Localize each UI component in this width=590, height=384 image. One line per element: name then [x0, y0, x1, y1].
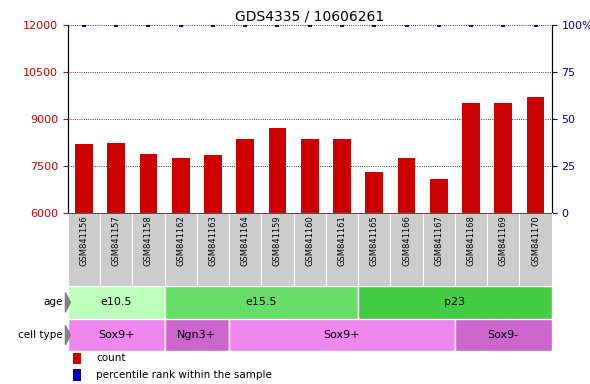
- Bar: [68, 319, 165, 351]
- Bar: [455, 319, 552, 351]
- Bar: [422, 213, 455, 286]
- Point: [79, 22, 88, 28]
- Text: GSM841167: GSM841167: [434, 215, 443, 266]
- Text: percentile rank within the sample: percentile rank within the sample: [96, 370, 272, 380]
- Bar: [294, 213, 326, 286]
- Text: cell type: cell type: [18, 330, 63, 340]
- Text: e15.5: e15.5: [245, 297, 277, 308]
- Bar: [132, 213, 165, 286]
- Bar: [301, 139, 319, 213]
- Point: [176, 22, 185, 28]
- Bar: [237, 139, 254, 213]
- Text: p23: p23: [444, 297, 466, 308]
- Point: [112, 22, 121, 28]
- Bar: [75, 144, 93, 213]
- Bar: [519, 213, 552, 286]
- Bar: [197, 213, 229, 286]
- Point: [402, 22, 411, 28]
- Bar: [229, 213, 261, 286]
- Text: GSM841169: GSM841169: [499, 215, 508, 266]
- Text: Sox9+: Sox9+: [98, 330, 135, 340]
- Bar: [172, 158, 189, 213]
- Bar: [333, 139, 351, 213]
- Bar: [165, 286, 358, 319]
- Bar: [268, 128, 286, 213]
- Bar: [358, 213, 391, 286]
- Text: GSM841163: GSM841163: [208, 215, 218, 266]
- Bar: [430, 179, 448, 213]
- Point: [144, 22, 153, 28]
- Bar: [68, 286, 165, 319]
- Bar: [73, 353, 81, 364]
- Point: [369, 22, 379, 28]
- Point: [531, 22, 540, 28]
- Bar: [455, 213, 487, 286]
- Text: GSM841170: GSM841170: [531, 215, 540, 266]
- Point: [337, 22, 347, 28]
- Bar: [462, 103, 480, 213]
- Text: GSM841158: GSM841158: [144, 215, 153, 266]
- Title: GDS4335 / 10606261: GDS4335 / 10606261: [235, 10, 384, 24]
- Text: GSM841162: GSM841162: [176, 215, 185, 266]
- Text: Ngn3+: Ngn3+: [178, 330, 217, 340]
- Text: GSM841159: GSM841159: [273, 215, 282, 266]
- Point: [434, 22, 444, 28]
- Bar: [107, 142, 125, 213]
- Text: e10.5: e10.5: [100, 297, 132, 308]
- Text: GSM841157: GSM841157: [112, 215, 121, 266]
- Bar: [487, 213, 519, 286]
- Bar: [68, 213, 100, 286]
- Bar: [527, 97, 545, 213]
- Bar: [261, 213, 294, 286]
- Point: [241, 22, 250, 28]
- Point: [499, 22, 508, 28]
- Polygon shape: [65, 325, 70, 345]
- Bar: [165, 319, 229, 351]
- Bar: [365, 172, 383, 213]
- Point: [466, 22, 476, 28]
- Point: [305, 22, 314, 28]
- Point: [273, 22, 282, 28]
- Text: GSM841166: GSM841166: [402, 215, 411, 266]
- Text: GSM841161: GSM841161: [337, 215, 346, 266]
- Text: Sox9+: Sox9+: [324, 330, 360, 340]
- Text: age: age: [44, 297, 63, 308]
- Text: GSM841164: GSM841164: [241, 215, 250, 266]
- Text: Sox9-: Sox9-: [488, 330, 519, 340]
- Bar: [358, 286, 552, 319]
- Text: GSM841156: GSM841156: [80, 215, 88, 266]
- Bar: [494, 103, 512, 213]
- Bar: [204, 155, 222, 213]
- Bar: [391, 213, 422, 286]
- Text: count: count: [96, 353, 126, 363]
- Bar: [100, 213, 132, 286]
- Polygon shape: [65, 293, 70, 312]
- Bar: [398, 158, 415, 213]
- Bar: [165, 213, 197, 286]
- Bar: [229, 319, 455, 351]
- Point: [208, 22, 218, 28]
- Text: GSM841168: GSM841168: [467, 215, 476, 266]
- Text: GSM841160: GSM841160: [305, 215, 314, 266]
- Text: GSM841165: GSM841165: [370, 215, 379, 266]
- Bar: [140, 154, 158, 213]
- Bar: [73, 369, 81, 381]
- Bar: [326, 213, 358, 286]
